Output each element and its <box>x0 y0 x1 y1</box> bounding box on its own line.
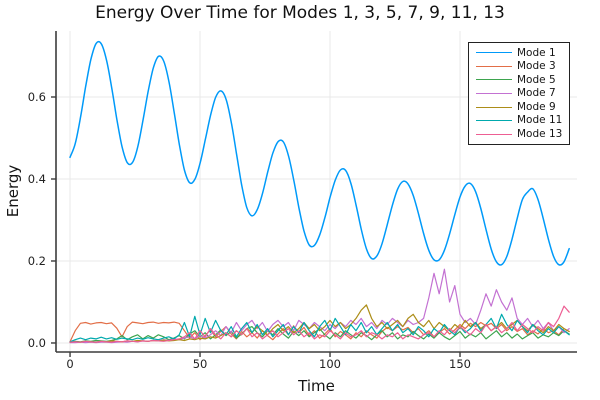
series-line-mode-1 <box>69 40 570 266</box>
y-tick-label: 0.4 <box>27 171 46 186</box>
x-tick-label: 150 <box>449 357 471 371</box>
y-tick-label: 0.0 <box>27 335 46 350</box>
legend-item: Mode 11 <box>471 115 567 126</box>
legend-line-sample <box>476 106 512 108</box>
series-line-mode-13 <box>69 305 570 343</box>
legend-item-label: Mode 1 <box>517 46 556 59</box>
legend-item: Mode 3 <box>471 61 567 72</box>
x-axis-label: Time <box>298 377 335 395</box>
legend-item: Mode 13 <box>471 129 567 140</box>
y-tick-label: 0.6 <box>27 90 46 104</box>
y-axis-label: Energy <box>4 164 22 218</box>
legend-item-label: Mode 9 <box>517 100 556 113</box>
chart-title: Energy Over Time for Modes 1, 3, 5, 7, 9… <box>95 3 505 23</box>
legend-line-sample <box>476 52 512 54</box>
y-tick-label: 0.2 <box>27 253 46 268</box>
legend-item: Mode 7 <box>471 88 567 99</box>
legend-line-sample <box>476 120 512 122</box>
legend-item: Mode 5 <box>471 75 567 86</box>
legend-line-sample <box>476 65 512 67</box>
x-tick-label: 0 <box>66 357 74 371</box>
legend: Mode 1 Mode 3 Mode 5 Mode 7 Mode 9 Mode 11 Mod… <box>468 42 570 145</box>
x-tick-label: 100 <box>319 357 341 371</box>
series-line-mode-3 <box>69 321 570 343</box>
series-line-mode-5 <box>69 326 570 343</box>
legend-item-label: Mode 5 <box>517 73 556 86</box>
legend-item-label: Mode 3 <box>517 60 556 73</box>
legend-line-sample <box>476 133 512 135</box>
legend-line-sample <box>476 92 512 94</box>
legend-item: Mode 1 <box>471 48 567 59</box>
x-tick-label: 50 <box>192 357 208 371</box>
legend-line-sample <box>476 79 512 81</box>
legend-item-label: Mode 13 <box>517 127 563 140</box>
legend-item: Mode 9 <box>471 102 567 113</box>
legend-item-label: Mode 11 <box>517 114 563 127</box>
legend-item-label: Mode 7 <box>517 87 556 100</box>
